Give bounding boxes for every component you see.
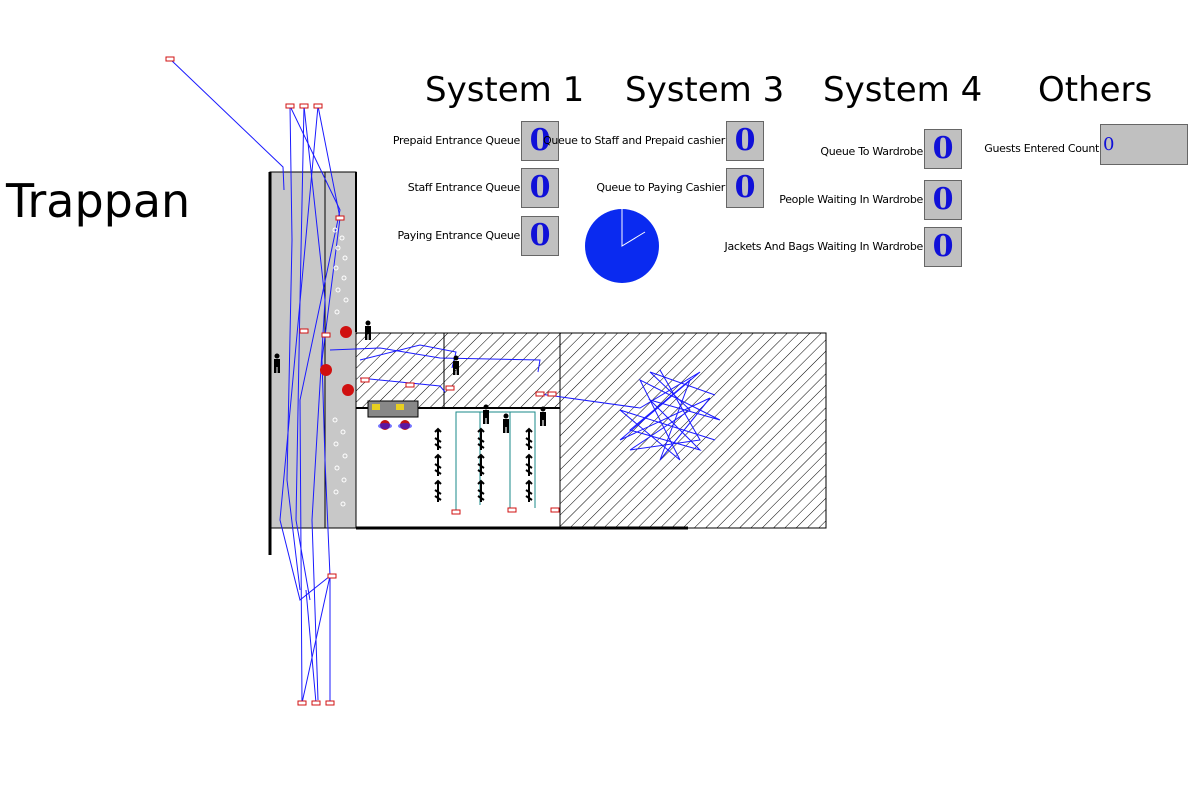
prepaid-entrance-queue-label: Prepaid Entrance Queue <box>392 134 520 147</box>
jackets-bags-waiting-counter[interactable]: 0 <box>924 227 962 267</box>
queue-staff-prepaid-cashier-counter[interactable]: 0 <box>726 121 764 161</box>
queue-paying-cashier-counter[interactable]: 0 <box>726 168 764 208</box>
guard-3 <box>342 384 354 396</box>
cashier-desk <box>367 400 419 418</box>
people-waiting-wardrobe-counter[interactable]: 0 <box>924 180 962 220</box>
guard-2 <box>320 364 332 376</box>
paying-entrance-queue-label: Paying Entrance Queue <box>397 229 520 242</box>
people-waiting-wardrobe-value: 0 <box>932 182 954 217</box>
main-hall <box>559 332 827 529</box>
queue-to-wardrobe-counter[interactable]: 0 <box>924 129 962 169</box>
guests-entered-count-counter[interactable]: 0 <box>1100 124 1188 165</box>
queue-to-wardrobe-label: Queue To Wardrobe <box>820 145 923 158</box>
guests-entered-count-value: 0 <box>1103 133 1115 155</box>
system4-heading: System 4 <box>823 70 983 110</box>
queue-staff-prepaid-cashier-value: 0 <box>734 123 756 158</box>
staff-entrance-queue-label: Staff Entrance Queue <box>407 181 521 194</box>
system1-heading: System 1 <box>425 70 585 110</box>
queue-to-wardrobe-value: 0 <box>932 131 954 166</box>
people-waiting-wardrobe-label: People Waiting In Wardrobe <box>779 193 923 206</box>
paying-entrance-queue-counter[interactable]: 0 <box>521 216 559 256</box>
paying-entrance-queue-value: 0 <box>529 218 551 253</box>
prepaid-entrance-queue-counter[interactable]: 0 <box>521 121 559 161</box>
staff-entrance-queue-value: 0 <box>529 170 551 205</box>
queue-staff-prepaid-cashier-label: Queue to Staff and Prepaid cashier <box>542 134 725 147</box>
prepaid-entrance-queue-value: 0 <box>529 123 551 158</box>
guests-entered-count-label: Guests Entered Count <box>984 142 1099 155</box>
movement-paths <box>169 58 721 704</box>
model-title: Trappan <box>6 174 191 228</box>
guard-1 <box>340 326 352 338</box>
queue-paying-cashier-label: Queue to Paying Cashier <box>596 181 725 194</box>
jackets-bags-waiting-value: 0 <box>932 229 954 264</box>
staff-entrance-queue-counter[interactable]: 0 <box>521 168 559 208</box>
entrance-corridor <box>269 171 357 529</box>
others-heading: Others <box>1038 70 1153 110</box>
system3-heading: System 3 <box>625 70 785 110</box>
queue-paying-cashier-value: 0 <box>734 170 756 205</box>
jackets-bags-waiting-label: Jackets And Bags Waiting In Wardrobe <box>724 240 924 253</box>
